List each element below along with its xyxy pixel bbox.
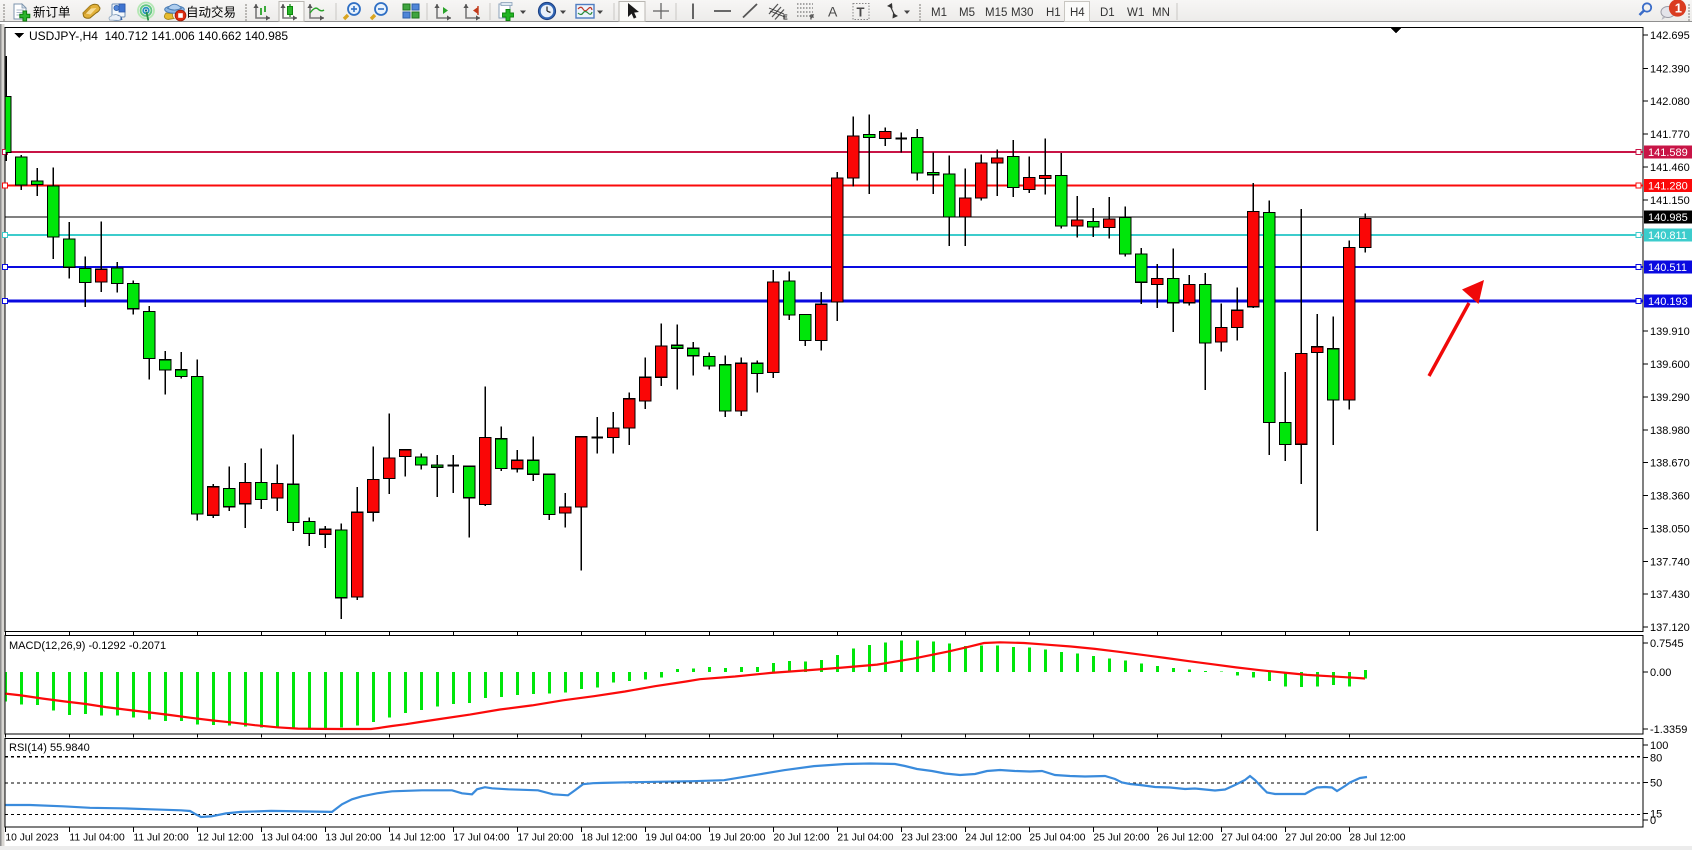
svg-text:自动交易: 自动交易 [186, 5, 236, 20]
svg-text:RSI(14) 55.9840: RSI(14) 55.9840 [9, 742, 90, 754]
svg-text:USDJPY-,H4 140.712 141.006 14: USDJPY-,H4 140.712 141.006 140.662 140.9… [29, 29, 288, 43]
svg-text:140.511: 140.511 [1648, 262, 1687, 274]
svg-text:新订单: 新订单 [33, 5, 71, 20]
svg-text:140.985: 140.985 [1648, 212, 1688, 224]
svg-text:19 Jul 04:00: 19 Jul 04:00 [645, 833, 701, 844]
svg-text:137.740: 137.740 [1650, 556, 1690, 568]
svg-text:100: 100 [1650, 740, 1668, 752]
svg-text:0.7545: 0.7545 [1650, 638, 1684, 650]
svg-text:138.050: 138.050 [1650, 523, 1690, 535]
svg-text:24 Jul 12:00: 24 Jul 12:00 [965, 833, 1021, 844]
svg-text:10 Jul 2023: 10 Jul 2023 [5, 833, 59, 844]
svg-text:A: A [828, 4, 838, 20]
svg-text:141.460: 141.460 [1650, 162, 1690, 174]
svg-text:13 Jul 04:00: 13 Jul 04:00 [261, 833, 317, 844]
svg-text:H1: H1 [1046, 7, 1061, 19]
svg-text:27 Jul 04:00: 27 Jul 04:00 [1221, 833, 1277, 844]
svg-text:137.120: 137.120 [1650, 622, 1690, 634]
svg-text:D1: D1 [1100, 7, 1115, 19]
svg-text:138.980: 138.980 [1650, 425, 1690, 437]
svg-text:M5: M5 [959, 7, 975, 19]
svg-text:18 Jul 12:00: 18 Jul 12:00 [581, 833, 637, 844]
svg-text:21 Jul 04:00: 21 Jul 04:00 [837, 833, 893, 844]
svg-text:26 Jul 12:00: 26 Jul 12:00 [1157, 833, 1213, 844]
svg-text:142.390: 142.390 [1650, 63, 1690, 75]
svg-text:142.695: 142.695 [1650, 30, 1690, 42]
svg-text:1: 1 [1675, 1, 1682, 16]
svg-text:140.811: 140.811 [1648, 230, 1687, 242]
svg-text:80: 80 [1650, 752, 1662, 764]
svg-text:0: 0 [1650, 815, 1656, 827]
svg-text:28 Jul 12:00: 28 Jul 12:00 [1349, 833, 1405, 844]
svg-text:11 Jul 20:00: 11 Jul 20:00 [133, 833, 189, 844]
svg-text:20 Jul 12:00: 20 Jul 12:00 [773, 833, 829, 844]
svg-text:-1.3359: -1.3359 [1650, 724, 1687, 736]
svg-text:27 Jul 20:00: 27 Jul 20:00 [1285, 833, 1341, 844]
svg-text:MACD(12,26,9) -0.1292 -0.2071: MACD(12,26,9) -0.1292 -0.2071 [9, 640, 166, 652]
svg-text:138.360: 138.360 [1650, 491, 1690, 503]
svg-text:140.193: 140.193 [1648, 296, 1688, 308]
svg-text:MN: MN [1152, 7, 1170, 19]
svg-text:141.589: 141.589 [1648, 147, 1688, 159]
svg-text:11 Jul 04:00: 11 Jul 04:00 [69, 833, 125, 844]
svg-text:139.910: 139.910 [1650, 326, 1690, 338]
svg-text:M1: M1 [931, 7, 947, 19]
svg-text:17 Jul 04:00: 17 Jul 04:00 [453, 833, 509, 844]
svg-text:50: 50 [1650, 777, 1662, 789]
svg-text:E: E [783, 15, 788, 22]
svg-text:13 Jul 20:00: 13 Jul 20:00 [325, 833, 381, 844]
svg-text:15: 15 [1650, 808, 1662, 820]
svg-text:W1: W1 [1127, 7, 1144, 19]
svg-text:25 Jul 20:00: 25 Jul 20:00 [1093, 833, 1149, 844]
svg-text:14 Jul 12:00: 14 Jul 12:00 [389, 833, 445, 844]
svg-text:23 Jul 23:00: 23 Jul 23:00 [901, 833, 957, 844]
svg-text:F: F [810, 15, 815, 22]
svg-text:139.290: 139.290 [1650, 392, 1690, 404]
svg-text:138.670: 138.670 [1650, 458, 1690, 470]
svg-text:T: T [857, 5, 865, 20]
svg-text:139.600: 139.600 [1650, 359, 1690, 371]
svg-text:17 Jul 20:00: 17 Jul 20:00 [517, 833, 573, 844]
svg-text:H4: H4 [1070, 7, 1085, 19]
svg-text:12 Jul 12:00: 12 Jul 12:00 [197, 833, 253, 844]
svg-text:19 Jul 20:00: 19 Jul 20:00 [709, 833, 765, 844]
svg-text:142.080: 142.080 [1650, 96, 1690, 108]
svg-text:25 Jul 04:00: 25 Jul 04:00 [1029, 833, 1085, 844]
svg-text:M30: M30 [1011, 7, 1033, 19]
svg-text:137.430: 137.430 [1650, 589, 1690, 601]
svg-text:0.00: 0.00 [1650, 667, 1671, 679]
svg-text:141.280: 141.280 [1648, 181, 1688, 193]
svg-text:141.150: 141.150 [1650, 195, 1690, 207]
svg-text:M15: M15 [985, 7, 1007, 19]
svg-text:141.770: 141.770 [1650, 129, 1690, 141]
